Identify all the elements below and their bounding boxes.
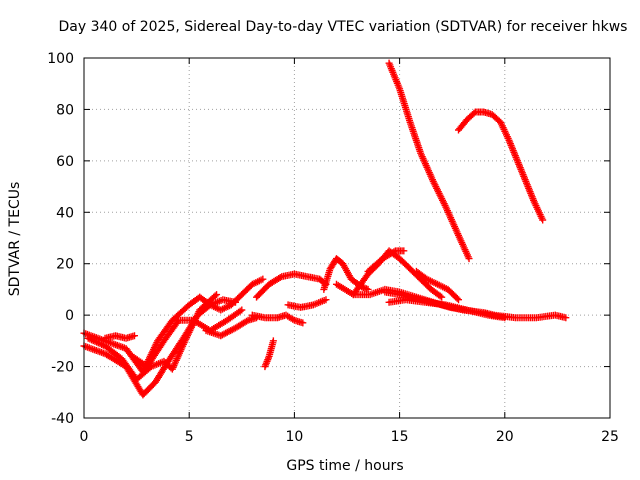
- data-point: [211, 292, 219, 300]
- series-arc-e: [128, 306, 246, 371]
- x-tick-label: 15: [391, 429, 409, 445]
- x-tick-label: 20: [496, 429, 514, 445]
- data-point: [238, 306, 246, 314]
- x-tick-label: 0: [80, 429, 89, 445]
- axis-ticks: 0 5 10 15 20 25 -40 -20 0 20 40 60 80 100: [47, 51, 619, 445]
- y-axis-label: SDTVAR / TECUs: [7, 182, 23, 297]
- data-point: [465, 255, 473, 263]
- series-arc-s: [455, 108, 547, 224]
- plot-frame: [83, 57, 611, 419]
- data-point: [501, 314, 509, 322]
- data-point: [269, 337, 277, 345]
- data-point: [276, 274, 284, 282]
- data-point: [436, 292, 444, 300]
- data-point: [243, 317, 251, 325]
- y-tick-label: 40: [56, 205, 74, 221]
- x-axis-label: GPS time / hours: [286, 458, 403, 474]
- data-point: [390, 248, 398, 256]
- data-point: [299, 319, 307, 327]
- series-arc-n: [364, 247, 408, 275]
- x-tick-label: 10: [285, 429, 303, 445]
- series-arc-o: [412, 267, 463, 304]
- data-point: [322, 296, 330, 304]
- data-point: [539, 216, 547, 224]
- grid-lines: [84, 58, 610, 418]
- series-arc-i: [253, 270, 330, 301]
- data-point: [438, 293, 446, 301]
- data-point: [470, 109, 478, 117]
- data-point: [562, 314, 570, 322]
- data-point: [453, 294, 461, 302]
- data-points: [80, 59, 570, 399]
- data-point: [400, 247, 408, 255]
- y-tick-label: 80: [56, 102, 74, 118]
- chart-title: Day 340 of 2025, Sidereal Day-to-day VTE…: [59, 19, 628, 35]
- series-arc-r: [385, 59, 473, 263]
- x-tick-label: 5: [185, 429, 194, 445]
- y-tick-label: 20: [56, 257, 74, 273]
- y-tick-label: 100: [47, 51, 74, 67]
- y-tick-label: -20: [51, 360, 74, 376]
- series-arc-h: [248, 311, 307, 327]
- series-arc-q: [385, 296, 509, 322]
- data-point: [213, 291, 221, 299]
- data-point: [455, 296, 463, 304]
- y-tick-label: 0: [65, 308, 74, 324]
- y-tick-label: 60: [56, 154, 74, 170]
- series-arc-j: [284, 296, 330, 311]
- data-point: [231, 298, 239, 306]
- series-arc-f: [202, 314, 261, 340]
- series-arc-g: [261, 337, 277, 371]
- data-point: [259, 275, 267, 283]
- series-arc-d: [101, 332, 138, 342]
- x-tick-label: 25: [601, 429, 619, 445]
- y-tick-label: -40: [51, 411, 74, 427]
- data-point: [130, 332, 138, 340]
